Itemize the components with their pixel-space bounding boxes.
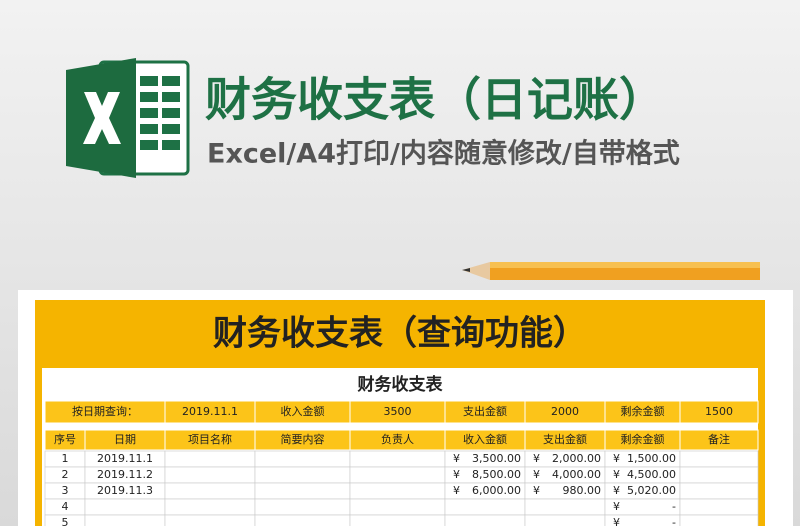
cell bbox=[679, 498, 759, 516]
row-date: 2019.11.2 bbox=[97, 468, 153, 481]
page-subtitle: Excel/A4打印/内容随意修改/自带格式 bbox=[207, 138, 680, 170]
amount: 8,500.00 bbox=[472, 468, 521, 481]
amount: 2,000.00 bbox=[552, 452, 601, 465]
currency-symbol: ¥ bbox=[613, 500, 620, 513]
cell bbox=[349, 514, 446, 526]
column-header: 序号 bbox=[54, 432, 76, 446]
currency-symbol: ¥ bbox=[613, 516, 620, 526]
cell bbox=[164, 514, 256, 526]
cell bbox=[679, 466, 759, 484]
cell bbox=[164, 482, 256, 500]
cell bbox=[679, 514, 759, 526]
sheet-title: 财务收支表 bbox=[357, 374, 444, 395]
currency-symbol: ¥ bbox=[453, 452, 460, 465]
cell bbox=[444, 498, 526, 516]
amount: 6,000.00 bbox=[472, 484, 521, 497]
row-number: 3 bbox=[62, 484, 69, 497]
currency-symbol: ¥ bbox=[613, 468, 620, 481]
cell bbox=[254, 482, 351, 500]
query-text: 按日期查询： bbox=[72, 404, 138, 418]
query-text: 收入金额 bbox=[281, 404, 325, 418]
currency-symbol: ¥ bbox=[453, 484, 460, 497]
cell bbox=[679, 482, 759, 500]
amount: 1,500.00 bbox=[627, 452, 676, 465]
currency-symbol: ¥ bbox=[453, 468, 460, 481]
cell bbox=[349, 482, 446, 500]
column-header: 剩余金额 bbox=[621, 432, 665, 446]
cell bbox=[349, 450, 446, 468]
query-text: 2000 bbox=[551, 405, 579, 418]
column-header: 项目名称 bbox=[188, 432, 232, 446]
page-title: 财务收支表（日记账） bbox=[205, 73, 665, 127]
cell bbox=[254, 498, 351, 516]
cell bbox=[524, 498, 606, 516]
cell bbox=[164, 498, 256, 516]
column-header: 收入金额 bbox=[463, 432, 507, 446]
query-text: 3500 bbox=[384, 405, 412, 418]
column-header: 简要内容 bbox=[281, 432, 325, 446]
row-number: 5 bbox=[62, 516, 69, 526]
amount: 4,500.00 bbox=[627, 468, 676, 481]
amount: 5,020.00 bbox=[627, 484, 676, 497]
cell bbox=[524, 514, 606, 526]
excel-logo bbox=[66, 58, 190, 178]
row-number: 4 bbox=[62, 500, 69, 513]
amount: 3,500.00 bbox=[472, 452, 521, 465]
currency-symbol: ¥ bbox=[613, 484, 620, 497]
cell bbox=[349, 466, 446, 484]
column-header: 备注 bbox=[708, 432, 730, 446]
cell bbox=[679, 450, 759, 468]
row-number: 1 bbox=[62, 452, 69, 465]
amount: - bbox=[672, 500, 676, 513]
column-header: 日期 bbox=[114, 433, 136, 446]
cell bbox=[349, 498, 446, 516]
cell bbox=[84, 498, 166, 516]
cell bbox=[254, 514, 351, 526]
cell bbox=[84, 514, 166, 526]
table: 按日期查询： 2019.11.1 收入金额 3500 支出金额 2000 剩余金额 1500 序… bbox=[44, 400, 759, 526]
row-date: 2019.11.1 bbox=[97, 452, 153, 465]
query-text: 剩余金额 bbox=[621, 404, 665, 418]
pencil bbox=[462, 262, 760, 280]
row-date: 2019.11.3 bbox=[97, 484, 153, 497]
column-header: 负责人 bbox=[381, 432, 414, 446]
amount: - bbox=[672, 516, 676, 526]
cell bbox=[444, 514, 526, 526]
cell bbox=[254, 466, 351, 484]
header-cell bbox=[679, 429, 759, 451]
cell bbox=[164, 466, 256, 484]
query-text: 2019.11.1 bbox=[182, 405, 238, 418]
amount: 4,000.00 bbox=[552, 468, 601, 481]
currency-symbol: ¥ bbox=[613, 452, 620, 465]
amount: 980.00 bbox=[563, 484, 602, 497]
query-text: 支出金额 bbox=[463, 404, 507, 418]
cell bbox=[254, 450, 351, 468]
row-number: 2 bbox=[62, 468, 69, 481]
query-cell bbox=[679, 400, 759, 424]
currency-symbol: ¥ bbox=[533, 452, 540, 465]
sheet-banner: 财务收支表（查询功能） bbox=[213, 314, 587, 354]
currency-symbol: ¥ bbox=[533, 468, 540, 481]
column-header: 支出金额 bbox=[543, 432, 587, 446]
cell bbox=[164, 450, 256, 468]
query-text: 1500 bbox=[705, 405, 733, 418]
currency-symbol: ¥ bbox=[533, 484, 540, 497]
